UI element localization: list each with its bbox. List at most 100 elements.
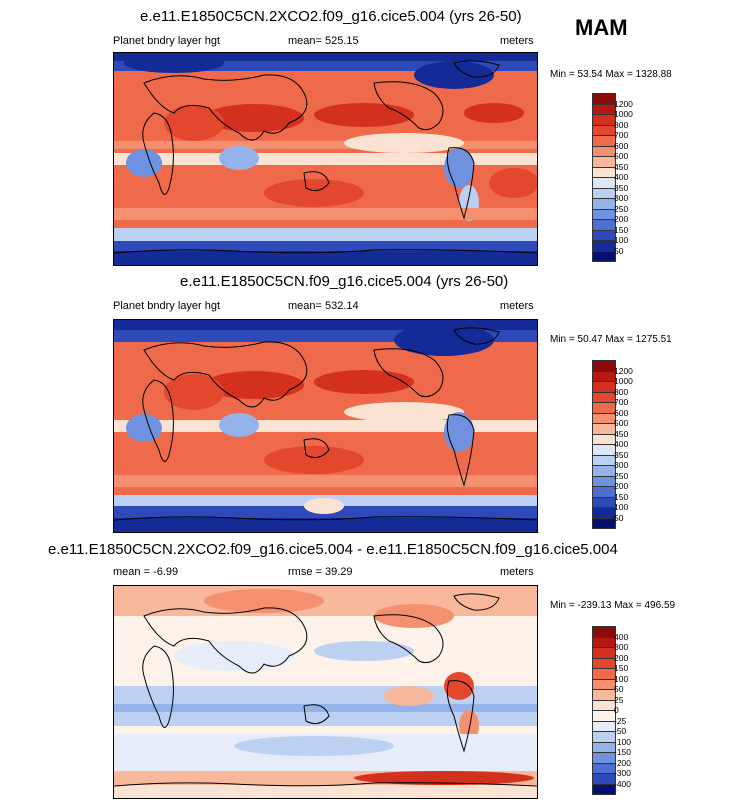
panel1-mean-label: mean= 525.15 [288,35,359,47]
colorbar-swatch [592,465,616,476]
colorbar-tick-label: 400 [614,172,629,182]
colorbar-tick-label: 1000 [614,376,633,386]
colorbar-tick-label: 1200 [614,365,633,376]
colorbar-swatch [592,433,616,444]
colorbar-swatch [592,198,616,209]
colorbar-swatch [592,752,616,763]
colorbar-swatch [592,647,616,658]
colorbar-tick-label: 100 [614,673,629,684]
colorbar-tick-label: 700 [614,397,629,407]
panel2-colorbar [592,360,616,529]
panel3-colorbar [592,626,616,795]
colorbar-swatch [592,208,616,219]
colorbar-swatch [592,783,616,795]
colorbar-tick-label: 200 [614,481,629,491]
colorbar-tick-label: -200 [614,757,632,768]
colorbar-tick-label: 0 [614,705,619,715]
colorbar-swatch [592,156,616,167]
colorbar-tick-label: 400 [614,439,629,449]
panel1-units-label: meters [500,35,534,47]
colorbar-tick-label: 150 [614,224,629,235]
colorbar-tick-label: 400 [614,631,629,642]
panel1-colorbar-labels: 1200 1000 800 700 600 500 450 400 350 300 250 200 15… [614,93,654,263]
colorbar-tick-label: 500 [614,151,629,161]
panel2-minmax-label: Min = 50.47 Max = 1275.51 [550,334,672,345]
colorbar-tick-label: 100 [614,235,629,245]
colorbar-tick-label: 450 [614,161,629,172]
panel2-mean-label: mean= 532.14 [288,300,359,312]
panel2-title: e.e11.E1850C5CN.f09_g16.cice5.004 (yrs 2… [180,273,509,290]
colorbar-swatch [592,762,616,773]
colorbar-swatch [592,381,616,392]
colorbar-tick-label: -150 [614,747,632,757]
colorbar-tick-label: 150 [614,663,629,673]
colorbar-swatch [592,475,616,486]
panel3-colorbar-labels: 400 300 200 150 100 50 25 0 -25 -50 -100 -150 -200 -3… [614,626,654,796]
colorbar-swatch [592,229,616,240]
colorbar-tick-label: 100 [614,502,629,512]
panel1-variable-label: Planet bndry layer hgt [113,35,221,47]
colorbar-swatch [592,454,616,465]
colorbar-swatch [592,219,616,230]
colorbar-swatch [592,114,616,125]
panel2-variable-label: Planet bndry layer hgt [113,300,221,312]
colorbar-swatch [592,103,616,114]
colorbar-swatch [592,657,616,668]
colorbar-swatch [592,402,616,413]
colorbar-tick-label: 200 [614,214,629,224]
colorbar-swatch [592,93,616,104]
colorbar-swatch [592,124,616,135]
colorbar-swatch [592,731,616,742]
colorbar-swatch [592,240,616,251]
colorbar-swatch [592,507,616,518]
colorbar-tick-label: 50 [614,245,624,256]
colorbar-swatch [592,678,616,689]
colorbar-swatch [592,135,616,146]
panel3-units-label: meters [500,566,534,578]
colorbar-tick-label: 350 [614,182,629,193]
panel1-colorbar [592,93,616,262]
colorbar-swatch [592,668,616,679]
panel2-units-label: meters [500,300,534,312]
colorbar-tick-label: 1000 [614,109,633,119]
colorbar-swatch [592,360,616,371]
colorbar-tick-label: 250 [614,470,629,481]
colorbar-swatch [592,370,616,381]
colorbar-swatch [592,689,616,700]
colorbar-tick-label: 300 [614,642,629,652]
colorbar-tick-label: 50 [614,512,624,523]
colorbar-tick-label: 150 [614,491,629,502]
colorbar-swatch [592,517,616,529]
panel3-minmax-label: Min = -239.13 Max = 496.59 [550,600,676,611]
colorbar-swatch [592,496,616,507]
colorbar-swatch [592,166,616,177]
panel2-colorbar-labels: 1200 1000 800 700 600 500 450 400 350 300 250 200 15… [614,360,654,530]
colorbar-swatch [592,699,616,710]
colorbar-tick-label: 600 [614,407,629,418]
colorbar-swatch [592,486,616,497]
colorbar-tick-label: 500 [614,418,629,428]
colorbar-tick-label: 50 [614,684,624,694]
colorbar-tick-label: 800 [614,119,629,130]
colorbar-swatch [592,423,616,434]
colorbar-tick-label: -400 [614,778,632,789]
colorbar-tick-label: 600 [614,140,629,151]
colorbar-tick-label: -25 [614,715,627,726]
colorbar-swatch [592,145,616,156]
colorbar-tick-label: 350 [614,449,629,460]
colorbar-swatch [592,636,616,647]
panel3-title: e.e11.E1850C5CN.2XCO2.f09_g16.cice5.004 … [48,541,618,558]
colorbar-tick-label: -50 [614,726,627,736]
panel2-map [113,319,538,533]
colorbar-swatch [592,177,616,188]
colorbar-swatch [592,710,616,721]
panel1-title: e.e11.E1850C5CN.2XCO2.f09_g16.cice5.004 … [140,8,522,25]
colorbar-tick-label: 300 [614,193,629,203]
colorbar-swatch [592,626,616,637]
colorbar-swatch [592,720,616,731]
colorbar-tick-label: 200 [614,652,629,663]
season-label: MAM [575,15,628,40]
colorbar-swatch [592,773,616,784]
panel3-rmse-label: rmse = 39.29 [288,566,353,578]
colorbar-swatch [592,187,616,198]
